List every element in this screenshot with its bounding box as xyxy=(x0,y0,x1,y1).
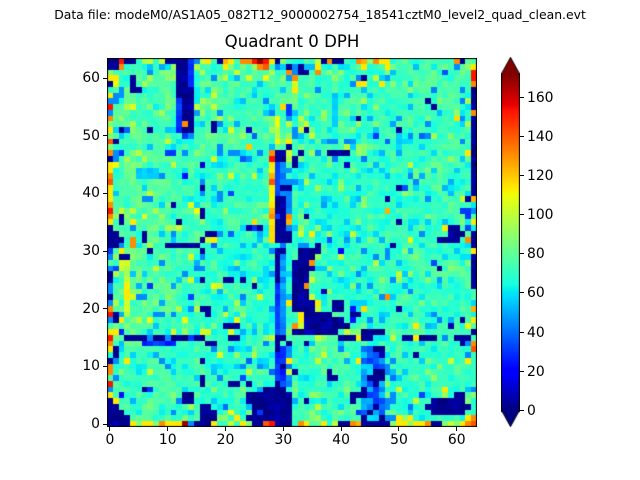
y-tick-label: 60 xyxy=(82,70,100,87)
x-tick-mark xyxy=(340,427,342,431)
x-tick-mark xyxy=(398,427,400,431)
x-tick-label: 20 xyxy=(216,431,235,448)
data-file-label: Data file: modeM0/AS1A05_082T12_90000027… xyxy=(54,7,586,22)
colorbar-tick-mark xyxy=(520,96,524,98)
colorbar xyxy=(501,57,520,427)
plot-title: Quadrant 0 DPH xyxy=(224,32,360,51)
y-tick-mark xyxy=(103,77,107,79)
colorbar-tick-label: 0 xyxy=(527,402,536,419)
y-tick-label: 40 xyxy=(82,185,100,202)
y-tick-label: 50 xyxy=(82,127,100,144)
colorbar-tick-mark xyxy=(520,292,524,294)
colorbar-tick-label: 120 xyxy=(527,168,554,184)
x-tick-mark xyxy=(167,427,169,431)
colorbar-tick-label: 100 xyxy=(527,207,554,224)
x-tick-mark xyxy=(109,427,111,431)
y-tick-label: 10 xyxy=(82,358,100,375)
x-tick-label: 50 xyxy=(390,431,408,448)
y-tick-mark xyxy=(103,423,107,425)
y-tick-label: 20 xyxy=(82,300,100,317)
colorbar-tick-mark xyxy=(520,253,524,255)
x-tick-label: 10 xyxy=(158,431,177,448)
x-tick-label: 40 xyxy=(332,431,350,448)
colorbar-tick-label: 40 xyxy=(527,324,545,341)
colorbar-tick-label: 160 xyxy=(527,89,554,106)
colorbar-tick-label: 80 xyxy=(527,246,545,263)
colorbar-tick-mark xyxy=(520,174,524,176)
x-tick-label: 0 xyxy=(105,431,115,448)
colorbar-tick-mark xyxy=(520,214,524,216)
y-tick-mark xyxy=(103,250,107,252)
colorbar-tick-mark xyxy=(520,135,524,137)
colorbar-tick-label: 60 xyxy=(527,285,545,302)
x-tick-mark xyxy=(225,427,227,431)
x-tick-label: 60 xyxy=(447,431,466,448)
y-tick-mark xyxy=(103,365,107,367)
x-tick-mark xyxy=(282,427,284,431)
colorbar-tick-mark xyxy=(520,370,524,372)
y-tick-mark xyxy=(103,308,107,310)
colorbar-tick-mark xyxy=(520,409,524,411)
y-tick-mark xyxy=(103,192,107,194)
x-tick-label: 30 xyxy=(274,431,293,448)
colorbar-tick-mark xyxy=(520,331,524,333)
x-tick-mark xyxy=(456,427,458,431)
y-tick-label: 0 xyxy=(91,416,100,433)
y-tick-mark xyxy=(103,135,107,137)
y-tick-label: 30 xyxy=(82,243,100,260)
heatmap-image xyxy=(107,58,477,427)
colorbar-tick-label: 140 xyxy=(527,128,554,145)
colorbar-tick-label: 20 xyxy=(527,363,545,380)
